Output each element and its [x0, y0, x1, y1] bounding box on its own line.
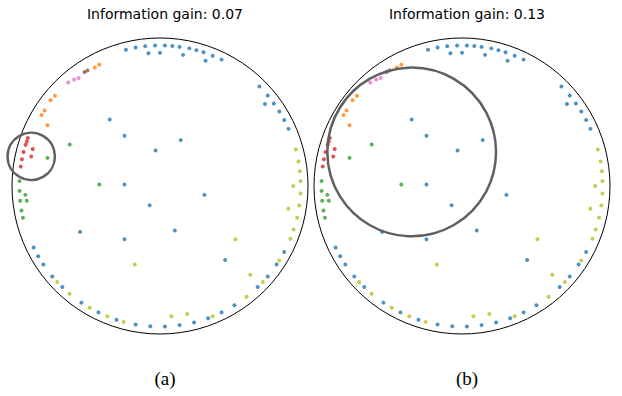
svg-text:(a): (a) [154, 368, 175, 390]
svg-text:Information gain: 0.13: Information gain: 0.13 [389, 6, 545, 22]
svg-text:(b): (b) [456, 368, 478, 390]
svg-text:Information gain: 0.07: Information gain: 0.07 [87, 6, 243, 22]
